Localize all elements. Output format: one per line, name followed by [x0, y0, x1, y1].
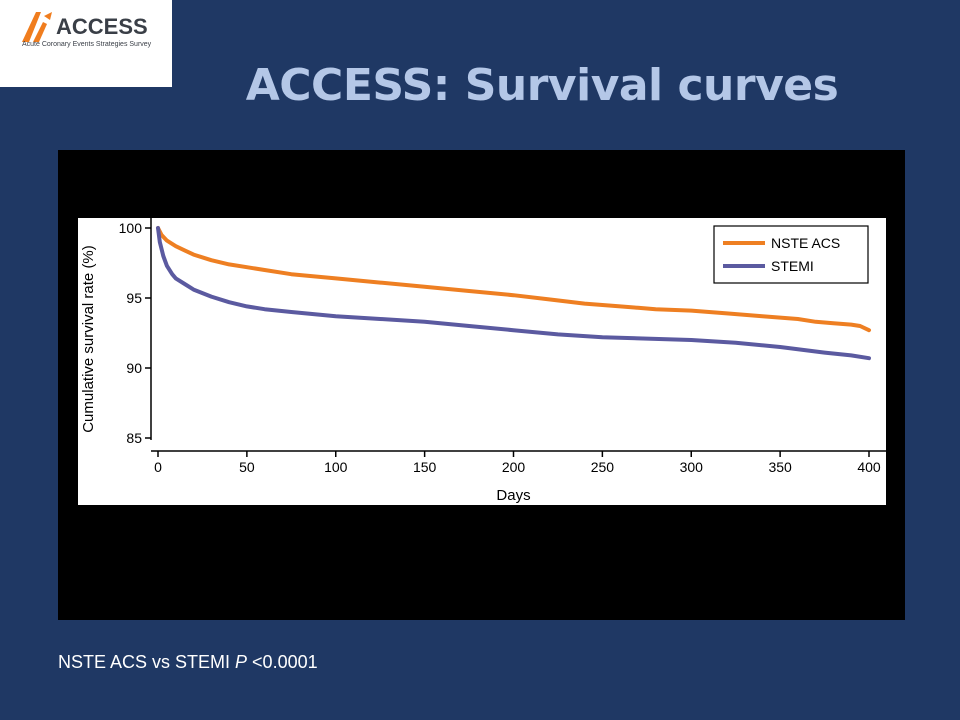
logo-name: ACCESS — [56, 14, 148, 39]
series-line-nste-acs — [156, 226, 871, 333]
logo: ACCESS Acute Coronary Events Strategies … — [0, 0, 172, 87]
figure-panel: 85 90 95 100 0 50 100 150 200 250 300 350 400 Days Cum… — [58, 150, 905, 620]
y-tick-label: 85 — [126, 430, 142, 446]
y-tick-label: 90 — [126, 360, 142, 376]
footnote: NSTE ACS vs STEMI P <0.0001 — [58, 652, 318, 673]
survival-chart: 85 90 95 100 0 50 100 150 200 250 300 350 400 Days Cum… — [78, 218, 886, 505]
x-tick-label: 300 — [680, 459, 704, 475]
x-tick-label: 150 — [413, 459, 437, 475]
x-tick-label: 50 — [239, 459, 255, 475]
series-line-stemi — [156, 226, 871, 361]
x-tick-label: 100 — [324, 459, 348, 475]
legend-label: NSTE ACS — [771, 235, 840, 251]
slide-title: ACCESS: Survival curves — [245, 60, 839, 111]
access-logo-icon — [22, 12, 52, 42]
x-tick-label: 250 — [591, 459, 615, 475]
x-axis-label: Days — [496, 487, 530, 504]
footnote-p-label: P — [235, 652, 248, 672]
legend-label: STEMI — [771, 258, 814, 274]
x-tick-label: 350 — [768, 459, 792, 475]
x-tick-label: 0 — [154, 459, 162, 475]
footnote-suffix: <0.0001 — [247, 652, 318, 672]
x-tick-label: 400 — [857, 459, 881, 475]
legend-box — [713, 225, 869, 284]
logo-tagline: Acute Coronary Events Strategies Survey — [22, 41, 152, 48]
footnote-prefix: NSTE ACS vs STEMI — [58, 652, 236, 672]
y-tick-label: 95 — [126, 290, 142, 306]
x-tick-label: 200 — [502, 459, 526, 475]
y-tick-label: 100 — [119, 220, 143, 236]
y-axis-label: Cumulative survival rate (%) — [80, 245, 97, 433]
